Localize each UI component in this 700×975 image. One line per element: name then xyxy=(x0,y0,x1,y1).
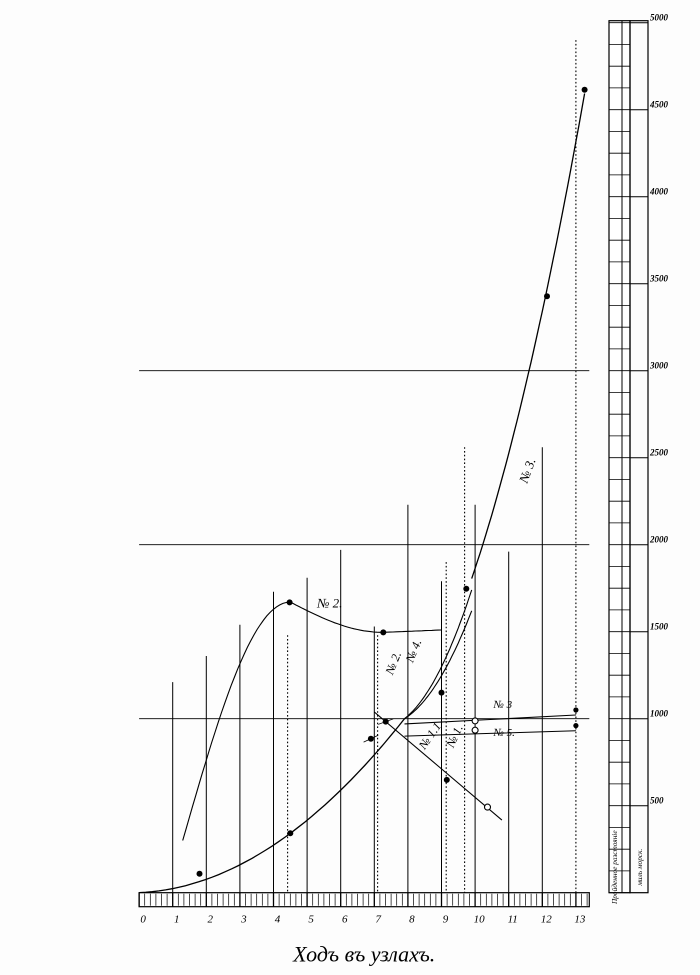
svg-text:№ 2.: № 2. xyxy=(382,649,404,677)
svg-text:4000: 4000 xyxy=(649,187,669,197)
svg-text:0: 0 xyxy=(140,914,146,926)
svg-text:5: 5 xyxy=(308,914,314,926)
svg-text:№ 3.: № 3. xyxy=(515,456,538,486)
svg-text:5000: 5000 xyxy=(650,13,669,23)
svg-text:Ходъ въ узлахъ.: Ходъ въ узлахъ. xyxy=(292,942,435,967)
svg-text:12: 12 xyxy=(541,914,553,926)
svg-text:7: 7 xyxy=(376,914,382,926)
svg-text:№ 4.: № 4. xyxy=(402,637,424,665)
svg-text:1500: 1500 xyxy=(650,622,669,632)
svg-text:9: 9 xyxy=(443,914,449,926)
svg-text:миль морск.: миль морск. xyxy=(635,848,644,886)
svg-text:1: 1 xyxy=(174,914,180,926)
svg-text:3: 3 xyxy=(240,914,247,926)
svg-text:№ 5.: № 5. xyxy=(493,727,515,739)
svg-text:1000: 1000 xyxy=(650,709,669,719)
svg-text:500: 500 xyxy=(650,796,664,806)
svg-text:4500: 4500 xyxy=(649,100,669,110)
svg-text:2500: 2500 xyxy=(649,448,669,458)
svg-text:6: 6 xyxy=(342,914,348,926)
svg-text:10: 10 xyxy=(474,914,486,926)
svg-text:4: 4 xyxy=(275,914,281,926)
svg-text:2000: 2000 xyxy=(649,535,669,545)
svg-text:8: 8 xyxy=(409,914,415,926)
svg-text:2: 2 xyxy=(208,914,214,926)
svg-text:Пройденное разстоянiе: Пройденное разстоянiе xyxy=(610,830,619,905)
svg-text:№ 2.: № 2. xyxy=(316,595,342,610)
svg-text:№ 3: № 3 xyxy=(493,699,513,711)
svg-text:13: 13 xyxy=(574,914,586,926)
svg-text:3000: 3000 xyxy=(649,361,669,371)
svg-text:3500: 3500 xyxy=(649,274,669,284)
svg-text:11: 11 xyxy=(508,914,518,926)
